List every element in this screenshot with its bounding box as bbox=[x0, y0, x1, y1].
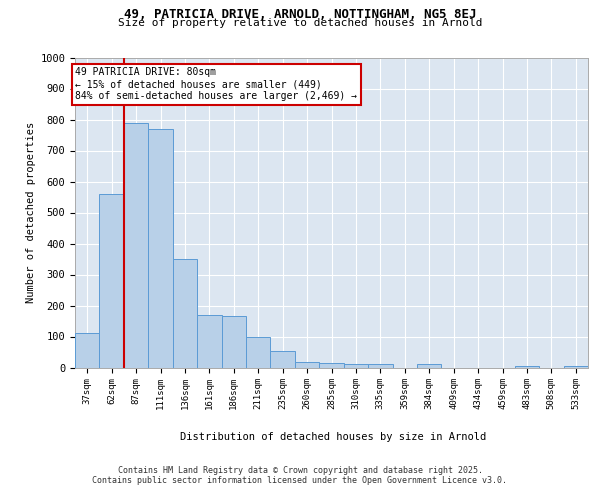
Bar bbox=[75, 333, 100, 368]
Bar bbox=[515, 366, 539, 368]
Text: Size of property relative to detached houses in Arnold: Size of property relative to detached ho… bbox=[118, 18, 482, 28]
Bar bbox=[344, 364, 368, 368]
Bar bbox=[173, 259, 197, 368]
Bar bbox=[100, 194, 124, 368]
Text: 49 PATRICIA DRIVE: 80sqm
← 15% of detached houses are smaller (449)
84% of semi-: 49 PATRICIA DRIVE: 80sqm ← 15% of detach… bbox=[76, 68, 358, 100]
Bar bbox=[197, 316, 221, 368]
Bar bbox=[221, 316, 246, 368]
Bar bbox=[417, 364, 442, 368]
Bar bbox=[148, 129, 173, 368]
Text: Distribution of detached houses by size in Arnold: Distribution of detached houses by size … bbox=[180, 432, 486, 442]
Text: Contains HM Land Registry data © Crown copyright and database right 2025.: Contains HM Land Registry data © Crown c… bbox=[118, 466, 482, 475]
Text: 49, PATRICIA DRIVE, ARNOLD, NOTTINGHAM, NG5 8EJ: 49, PATRICIA DRIVE, ARNOLD, NOTTINGHAM, … bbox=[124, 8, 476, 20]
Bar bbox=[319, 364, 344, 368]
Bar bbox=[563, 366, 588, 368]
Bar bbox=[295, 362, 319, 368]
Text: Contains public sector information licensed under the Open Government Licence v3: Contains public sector information licen… bbox=[92, 476, 508, 485]
Bar bbox=[368, 364, 392, 368]
Bar bbox=[246, 337, 271, 368]
Bar bbox=[271, 352, 295, 368]
Y-axis label: Number of detached properties: Number of detached properties bbox=[26, 122, 36, 303]
Bar bbox=[124, 122, 148, 368]
